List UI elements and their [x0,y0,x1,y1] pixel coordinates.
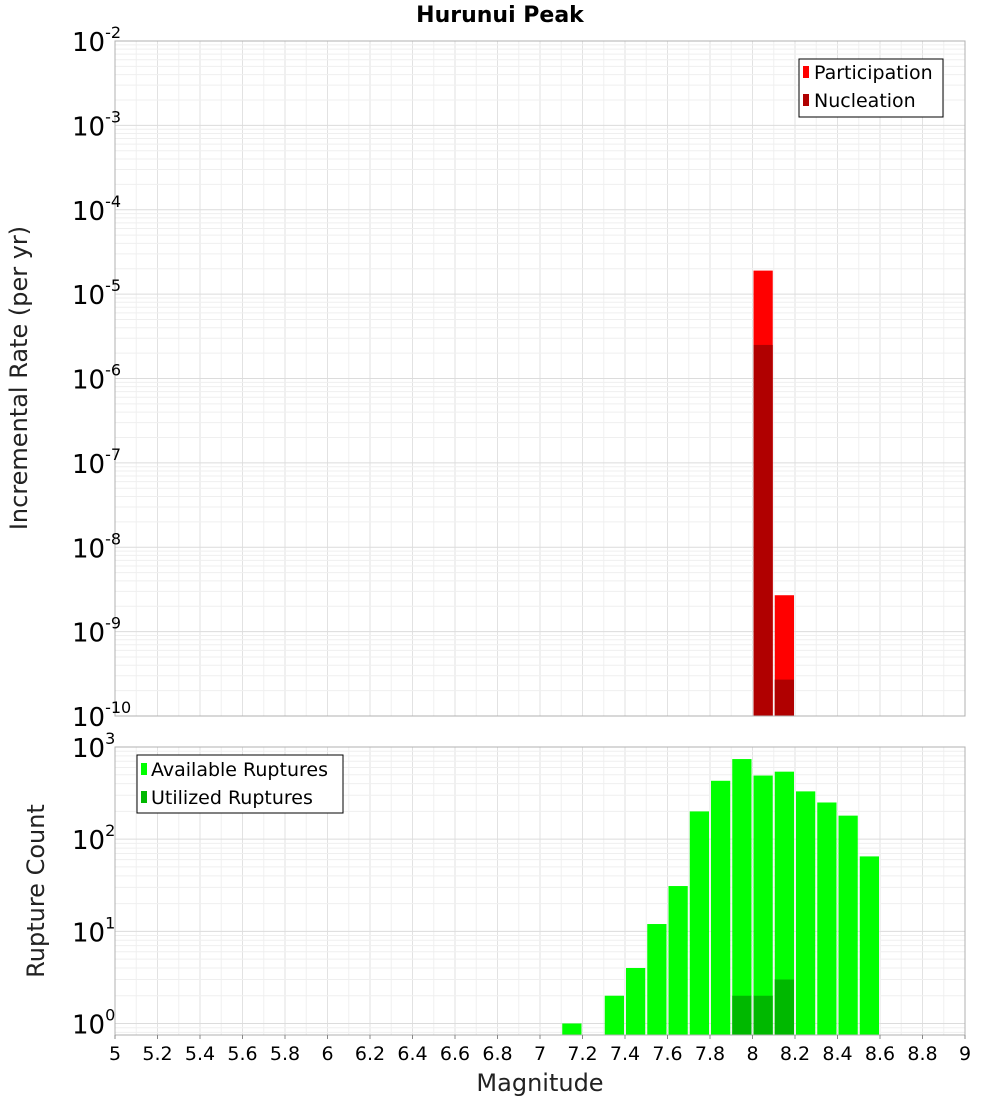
available-ruptures-bar [668,886,688,1035]
count-bars [562,759,879,1035]
x-tick-label: 7.8 [695,1043,725,1065]
rate-y-tick-label: 10-10 [72,698,131,733]
x-tick-label: 8.2 [780,1043,810,1065]
rate-y-tick-exponent: -3 [105,107,121,126]
available-ruptures-bar [796,791,816,1035]
x-tick-label: 5.2 [142,1043,172,1065]
utilized-legend-swatch [141,791,147,803]
participation-legend-label: Participation [814,62,933,84]
x-tick-label: 8.6 [865,1043,895,1065]
rate-y-tick-exponent: -2 [105,23,121,42]
nucleation-legend-swatch [803,94,809,106]
available-ruptures-bar [647,924,667,1035]
count-y-tick-label: 103 [72,729,115,764]
x-tick-label: 6 [321,1043,333,1065]
utilized-ruptures-bar [774,979,794,1035]
x-tick-label: 6.4 [397,1043,427,1065]
utilized-ruptures-bar [732,995,752,1035]
available-legend-label: Available Ruptures [151,759,328,781]
rate-y-tick-label: 10-6 [72,361,121,396]
count-y-tick-label: 101 [72,913,115,948]
available-ruptures-bar [689,811,709,1035]
rate-y-tick-exponent: -4 [105,192,121,211]
rate-y-tick-label: 10-8 [72,529,121,564]
rate-grid [114,40,966,717]
rate-y-tick-label: 10-5 [72,276,121,311]
available-ruptures-bar [774,771,794,1035]
count-y-tick-label: 100 [72,1005,115,1040]
rate-y-tick-exponent: -7 [105,445,121,464]
participation-legend-swatch [803,66,809,78]
count-legend: Available Ruptures Utilized Ruptures [136,754,344,814]
count-y-tick-exponent: 3 [105,729,115,748]
rate-y-tick-exponent: -6 [105,361,121,380]
count-y-tick-exponent: 0 [105,1005,115,1024]
rate-y-tick-exponent: -9 [105,614,121,633]
x-tick-label: 7 [534,1043,546,1065]
available-ruptures-bar [753,775,773,1035]
count-y-tick-exponent: 1 [105,913,115,932]
rate-y-tick-label: 10-9 [72,614,121,649]
x-tick-label: 8.4 [822,1043,852,1065]
nucleation-legend-label: Nucleation [814,90,916,112]
x-tick-label: 7.4 [610,1043,640,1065]
rate-y-tick-label: 10-4 [72,192,121,227]
rate-legend-box [798,58,944,118]
available-ruptures-bar [732,759,752,1035]
available-ruptures-bar [604,995,624,1035]
rate-y-tick-label: 10-3 [72,107,121,142]
chart-title: Hurunui Peak [416,3,585,28]
count-y-axis-label: Rupture Count [22,804,50,978]
available-ruptures-bar [711,780,731,1035]
nucleation-bar [753,344,773,716]
rate-panel: 10-2 10-3 10-4 10-5 10-6 10-7 10-8 10-9 10-10 In… [5,23,966,733]
rate-legend: Participation Nucleation [798,58,944,118]
count-y-tick-exponent: 2 [105,821,115,840]
count-y-tick-label: 102 [72,821,115,856]
x-tick-label: 7.6 [652,1043,682,1065]
count-legend-box [136,754,344,814]
rate-y-tick-exponent: -10 [105,698,131,717]
x-tick-label: 5.4 [185,1043,215,1065]
magnitude-x-ticks: 5 5.2 5.4 5.6 5.8 6 6.2 6.4 6.6 6.8 7 7.2 7.4 7.6 7.8 8… [109,1035,971,1065]
available-legend-swatch [141,763,147,775]
x-tick-label: 8 [746,1043,758,1065]
utilized-legend-label: Utilized Ruptures [151,787,313,809]
utilized-ruptures-bar [753,995,773,1035]
rate-y-tick-label: 10-2 [72,23,121,58]
rate-y-tick-exponent: -5 [105,276,121,295]
rate-y-tick-label: 10-7 [72,445,121,480]
available-ruptures-bar [562,1023,582,1035]
rate-bars [753,270,794,716]
rate-y-tick-exponent: -8 [105,529,121,548]
x-tick-label: 8.8 [907,1043,937,1065]
nucleation-bar [774,679,794,716]
available-ruptures-bar [817,802,837,1035]
x-tick-label: 9 [959,1043,971,1065]
available-ruptures-bar [859,856,879,1035]
rate-plot-border [114,40,966,717]
x-tick-label: 6.6 [440,1043,470,1065]
x-tick-label: 5.6 [227,1043,257,1065]
magnitude-x-axis-label: Magnitude [476,1069,603,1097]
x-tick-label: 6.2 [355,1043,385,1065]
rate-y-axis-label: Incremental Rate (per yr) [5,226,33,530]
x-tick-label: 6.8 [482,1043,512,1065]
x-tick-label: 5 [109,1043,121,1065]
x-tick-label: 5.8 [270,1043,300,1065]
available-ruptures-bar [626,967,646,1035]
available-ruptures-bar [838,815,858,1035]
x-tick-label: 7.2 [567,1043,597,1065]
